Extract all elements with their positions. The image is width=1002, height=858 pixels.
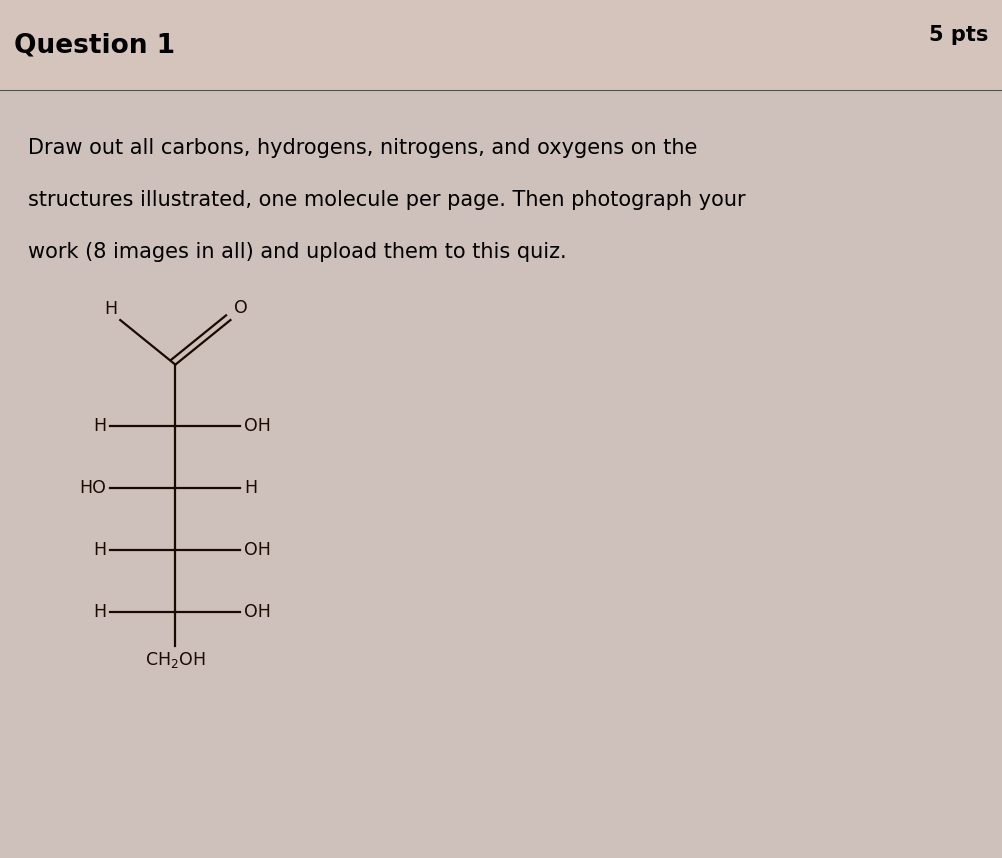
Text: H: H	[93, 418, 106, 435]
Text: work (8 images in all) and upload them to this quiz.: work (8 images in all) and upload them t…	[28, 242, 566, 262]
Text: Question 1: Question 1	[14, 32, 175, 58]
Text: CH$_2$OH: CH$_2$OH	[145, 650, 205, 670]
Text: H: H	[93, 603, 106, 620]
Text: H: H	[244, 480, 258, 497]
Text: O: O	[234, 299, 248, 317]
Text: H: H	[93, 541, 106, 559]
Text: H: H	[104, 300, 117, 318]
Text: HO: HO	[79, 480, 106, 497]
Text: structures illustrated, one molecule per page. Then photograph your: structures illustrated, one molecule per…	[28, 190, 745, 210]
Text: Draw out all carbons, hydrogens, nitrogens, and oxygens on the: Draw out all carbons, hydrogens, nitroge…	[28, 138, 697, 158]
Text: OH: OH	[244, 603, 272, 620]
Bar	[0, 0, 1002, 90]
Text: OH: OH	[244, 541, 272, 559]
Text: 5 pts: 5 pts	[929, 25, 988, 45]
Text: OH: OH	[244, 418, 272, 435]
